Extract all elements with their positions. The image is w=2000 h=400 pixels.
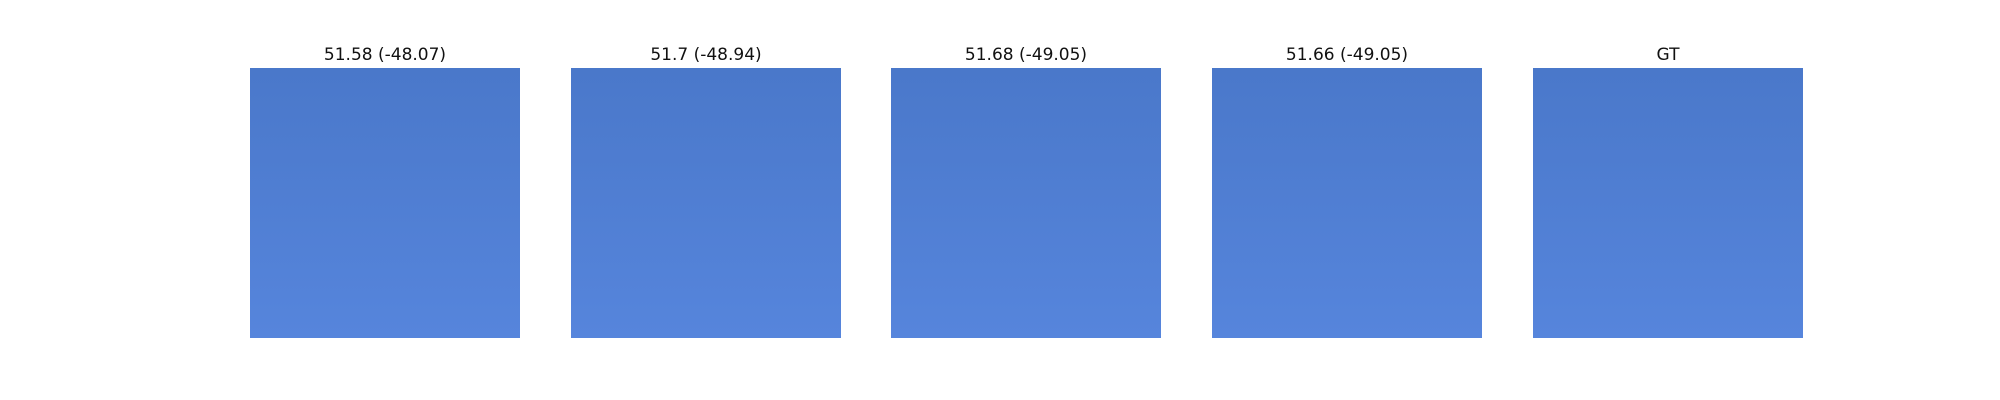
panel-gt-title: GT [1656,45,1680,65]
comparison-panel-3: 51.68 (-49.05) [891,42,1161,338]
panel-4-image [1212,68,1482,338]
comparison-panel-2: 51.7 (-48.94) [571,42,841,338]
comparison-panel-1: 51.58 (-48.07) [250,42,520,338]
panel-1-title: 51.58 (-48.07) [323,45,447,65]
panel-gt-image [1533,68,1803,338]
comparison-panel-4: 51.66 (-49.05) [1212,42,1482,338]
panel-2-title: 51.7 (-48.94) [650,45,762,65]
panel-3-title: 51.68 (-49.05) [964,45,1088,65]
panel-4-title: 51.66 (-49.05) [1285,45,1409,65]
panel-2-image [571,68,841,338]
comparison-panel-gt: GT [1533,42,1803,338]
panel-3-image [891,68,1161,338]
panel-1-image [250,68,520,338]
